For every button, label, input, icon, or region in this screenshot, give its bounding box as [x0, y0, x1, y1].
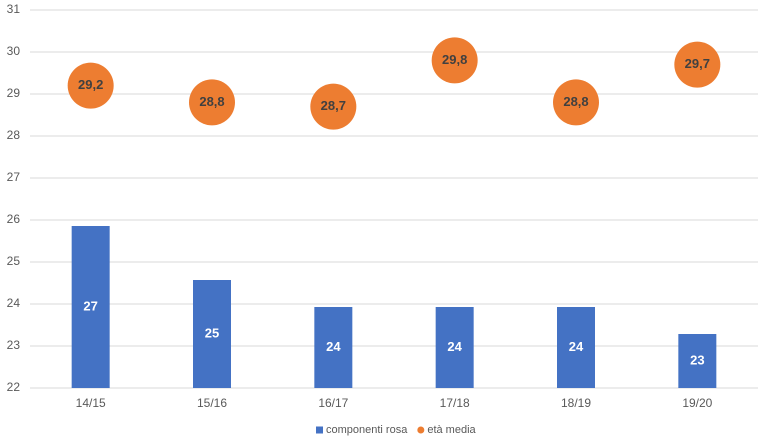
x-tick-label: 14/15: [76, 396, 106, 410]
bar-value-label: 25: [205, 325, 219, 340]
point-value-label: 28,8: [563, 94, 588, 109]
y-tick-label: 24: [7, 296, 21, 310]
y-tick-label: 28: [7, 128, 21, 142]
y-tick-label: 27: [7, 170, 21, 184]
bar-value-label: 24: [569, 339, 584, 354]
bar-value-label: 24: [326, 339, 341, 354]
bar-value-label: 23: [690, 352, 704, 367]
y-tick-label: 22: [7, 380, 21, 394]
legend-label: componenti rosa: [326, 424, 408, 436]
y-tick-label: 26: [7, 212, 21, 226]
y-tick-label: 31: [7, 2, 21, 16]
point: [310, 83, 357, 130]
bar-value-label: 27: [83, 298, 97, 313]
bar: [678, 334, 717, 388]
bar: [314, 307, 353, 388]
point-value-label: 29,7: [685, 56, 710, 71]
bar: [193, 280, 231, 388]
y-tick-label: 30: [7, 44, 21, 58]
bar: [435, 307, 474, 388]
y-tick-label: 23: [7, 338, 21, 352]
y-tick-label: 29: [7, 86, 21, 100]
x-tick-label: 18/19: [561, 396, 591, 410]
point: [553, 79, 599, 126]
legend-swatch: [316, 426, 323, 434]
bar: [557, 307, 595, 388]
point: [431, 37, 478, 84]
point: [189, 79, 235, 126]
point: [674, 41, 721, 88]
x-tick-label: 19/20: [682, 396, 712, 410]
y-tick-label: 25: [7, 254, 21, 268]
point-value-label: 28,7: [321, 98, 346, 113]
x-tick-label: 17/18: [440, 396, 470, 410]
point-value-label: 28,8: [199, 94, 224, 109]
point-value-label: 29,8: [442, 52, 467, 67]
x-tick-label: 16/17: [318, 396, 348, 410]
x-tick-label: 15/16: [197, 396, 227, 410]
point-value-label: 29,2: [78, 77, 103, 92]
bar-value-label: 24: [447, 339, 462, 354]
point: [67, 62, 114, 109]
legend-swatch: [417, 426, 425, 434]
legend-label: età media: [427, 424, 476, 436]
bar: [71, 226, 110, 388]
